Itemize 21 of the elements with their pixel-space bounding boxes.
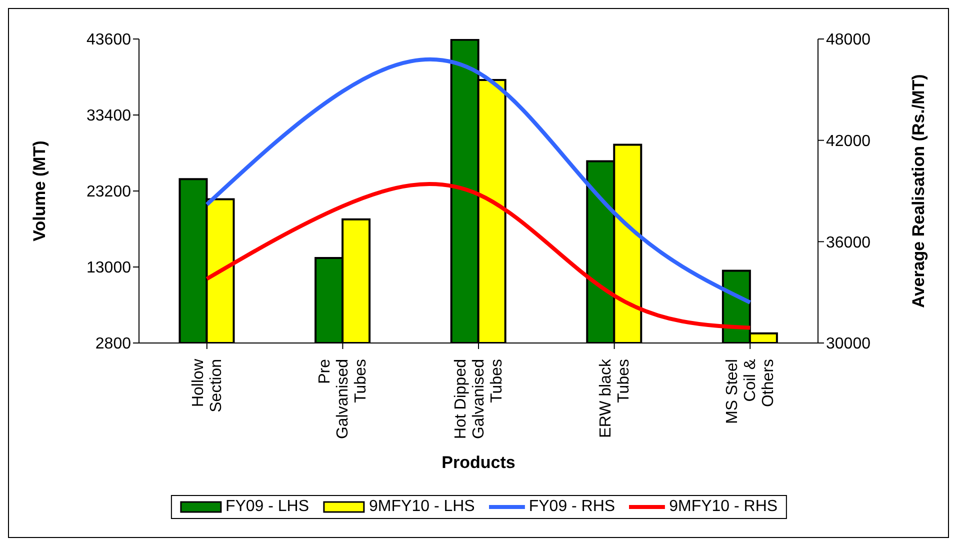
y2-axis-title: Average Realisation (Rs./MT): [909, 74, 928, 308]
legend-label: FY09 - RHS: [528, 498, 616, 516]
y2-tick-label: 36000: [826, 234, 871, 252]
y-tick-label: 13000: [86, 260, 132, 277]
x-tick-label: ERW black Tubes: [597, 358, 632, 438]
y-tick-label: 23200: [86, 184, 132, 201]
y2-tick-label: 30000: [826, 336, 871, 353]
x-tick-label: Hot Dipped Galvanised Tubes: [452, 359, 506, 440]
y-axis-title: Volume (MT): [30, 140, 50, 242]
y-tick-label: 33400: [86, 108, 132, 125]
x-tick-label: MS Steel Coil & Others: [724, 358, 778, 424]
x-tick-label: Pre Galvanised Tubes: [316, 358, 370, 440]
y2-tick-label: 42000: [826, 133, 871, 150]
legend-label: 9MFY10 - LHS: [369, 498, 475, 516]
legend-label: FY09 - LHS: [225, 498, 310, 516]
y-tick-label: 2800: [95, 336, 132, 353]
legend-label: 9MFY10 - RHS: [669, 498, 778, 516]
y-tick-label: 43600: [86, 32, 132, 49]
x-axis-title: Products: [442, 453, 516, 472]
y2-tick-label: 48000: [826, 32, 871, 49]
x-tick-label: Hollow Section: [190, 358, 225, 412]
